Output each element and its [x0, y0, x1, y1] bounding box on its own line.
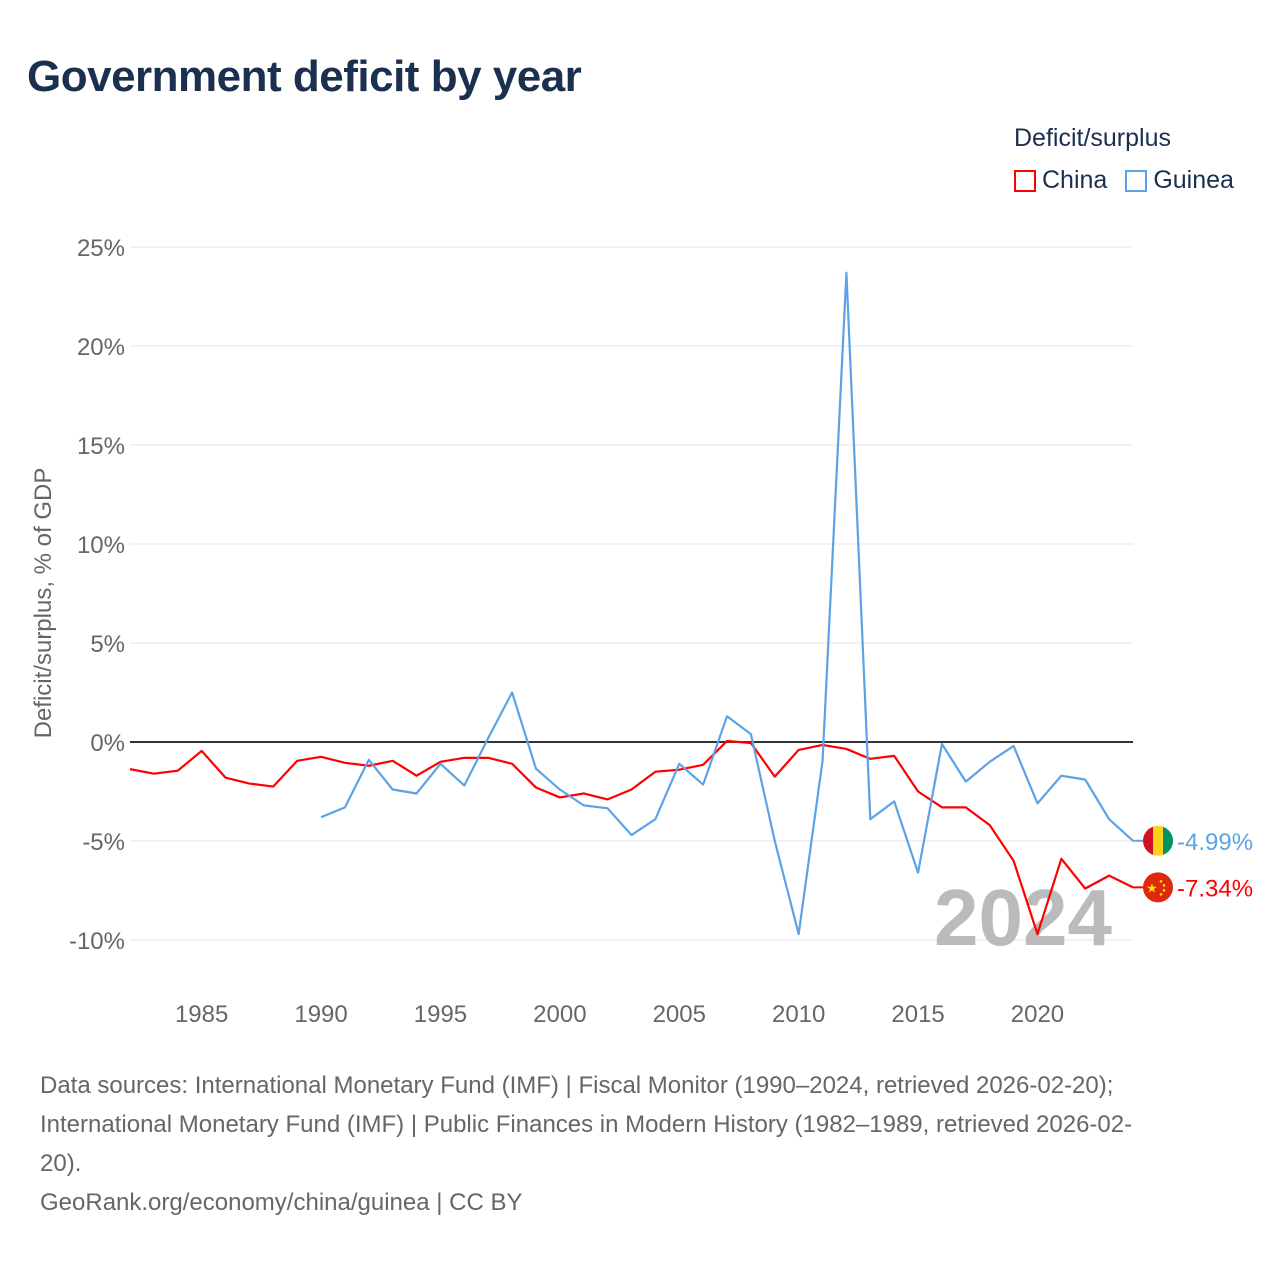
- x-tick-label: 1985: [175, 1001, 228, 1028]
- x-tick-label: 2020: [1011, 1001, 1064, 1028]
- x-tick-label: 2005: [653, 1001, 706, 1028]
- y-tick-label: -5%: [82, 829, 125, 856]
- legend-swatch-guinea: [1125, 169, 1148, 192]
- legend-title: Deficit/surplus: [1014, 124, 1171, 152]
- x-tick-label: 2000: [533, 1001, 586, 1028]
- source-link[interactable]: GeoRank.org/economy/china/guinea | CC BY: [40, 1189, 523, 1216]
- x-tick-label: 1995: [414, 1001, 467, 1028]
- y-tick-label: 25%: [77, 235, 125, 262]
- source-line: Data sources: International Monetary Fun…: [40, 1072, 1114, 1099]
- sources: Data sources: International Monetary Fun…: [40, 1066, 1240, 1222]
- flag-star-icon: [1162, 889, 1166, 892]
- flag-star-icon: [1159, 880, 1163, 883]
- year-watermark: 2024: [934, 873, 1112, 962]
- end-value-label-guinea: -4.99%: [1177, 829, 1253, 856]
- flag-guinea-icon: [1143, 825, 1153, 856]
- y-tick-label: 10%: [77, 532, 125, 559]
- y-axis-label: Deficit/surplus, % of GDP: [30, 468, 57, 739]
- y-tick-label: 20%: [77, 334, 125, 361]
- y-tick-label: 0%: [90, 730, 125, 757]
- legend-label-china: China: [1042, 166, 1108, 194]
- x-tick-label: 2015: [891, 1001, 944, 1028]
- legend-item-china[interactable]: China: [1014, 166, 1107, 195]
- x-tick-label: 1990: [294, 1001, 347, 1028]
- end-value-label-china: -7.34%: [1177, 875, 1253, 902]
- legend: China Guinea: [1014, 166, 1234, 195]
- x-tick-label: 2010: [772, 1001, 825, 1028]
- flag-guinea-icon: [1163, 825, 1173, 856]
- legend-swatch-china: [1014, 169, 1036, 192]
- flag-china-icon: [1143, 872, 1173, 903]
- flag-guinea-icon: [1153, 825, 1163, 856]
- source-line: International Monetary Fund (IMF) | Publ…: [40, 1111, 1133, 1138]
- legend-item-guinea[interactable]: Guinea: [1125, 166, 1234, 195]
- flag-star-icon: [1162, 884, 1166, 887]
- series-line-china: [129, 739, 1134, 936]
- legend-label-guinea: Guinea: [1153, 166, 1234, 194]
- y-tick-label: -10%: [69, 928, 125, 955]
- chart-title: Government deficit by year: [27, 52, 582, 101]
- series-line-guinea: [320, 271, 1134, 936]
- y-tick-label: 15%: [77, 433, 125, 460]
- source-line: 20).: [40, 1150, 82, 1177]
- y-tick-label: 5%: [90, 631, 125, 658]
- flag-star-icon: [1159, 893, 1163, 896]
- flag-star-icon: ★: [1146, 880, 1158, 895]
- line-chart: 25% 20% 15% 10% 5% 0% -5% -10% 1985 1990 1995 2000 2…: [30, 235, 1253, 1028]
